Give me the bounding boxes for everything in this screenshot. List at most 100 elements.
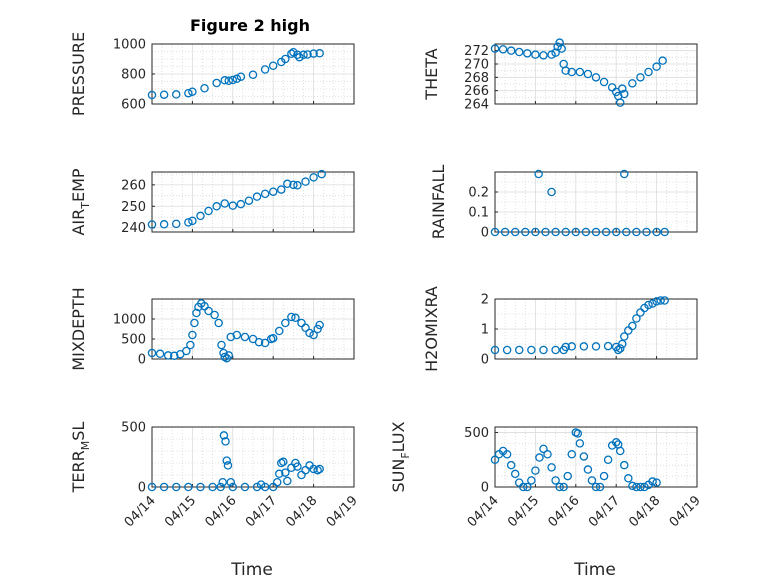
data-point [521,227,530,237]
data-point [642,227,651,237]
data-point [218,477,227,487]
subplot-pressure: 600 800 1000 PRESSURE [69,32,355,116]
data-point [184,88,193,98]
data-point [260,482,270,492]
data-point [591,73,601,82]
data-point [644,67,653,77]
ytick-label: 240 [121,221,146,236]
axes-box [494,171,698,233]
data-point [204,206,213,216]
data-point [220,199,229,208]
data-point [632,482,641,492]
data-point [299,50,308,60]
ytick-label: 2 [481,293,489,308]
data-point [281,468,290,477]
ytick-label: 268 [464,71,489,86]
axes-box [494,298,698,360]
data-point [159,482,169,492]
data-point [188,330,197,340]
ytick-label: 266 [464,84,489,99]
data-point [277,185,286,194]
data-point [210,310,219,320]
data-point [219,431,229,440]
data-point [527,345,536,355]
data-point [551,227,560,237]
data-point [281,318,290,328]
ytick-label: 270 [464,58,489,73]
ytick-label: 500 [121,421,146,436]
data-point [583,69,593,79]
data-point [632,227,641,237]
data-point [224,76,234,86]
data-point [200,84,209,93]
axes-box [494,43,698,105]
data-point [599,471,609,481]
data-point [660,296,669,305]
data-point [591,342,601,351]
data-point [561,342,570,352]
ylabel-rainfall: RAINFALL [429,165,448,240]
data-point [228,482,238,492]
data-point [611,227,621,237]
data-point [490,345,500,355]
ytick-label: 500 [121,333,146,348]
data-point [279,457,288,467]
data-point [252,192,262,201]
data-point [272,477,282,487]
data-point [163,351,173,360]
data-point [490,455,500,464]
ytick-label: 250 [121,200,146,215]
ylabel-terr-msl: TERRMSL [69,422,92,494]
axes-3: 0 0.1 0.2 [468,169,698,241]
ylabel-h2omixra: H2OMIXRA [422,286,441,372]
data-point [615,98,625,107]
ytick-label: 500 [464,426,489,441]
data-point [281,54,290,64]
ytick-label: 1000 [113,38,146,53]
data-point [184,482,193,492]
data-point [188,216,197,226]
data-point [228,201,238,210]
data-point [506,46,516,55]
data-point [648,477,657,486]
data-point [317,169,326,179]
ylabel-pressure: PRESSURE [69,32,88,116]
data-point [534,169,543,179]
data-point [555,482,564,492]
subplot-mixdepth: 0 500 1000 MIXDEPTH [69,287,355,371]
data-point [196,482,205,492]
data-point [220,76,229,85]
data-point [309,330,318,340]
data-point [595,482,605,492]
data-point [147,482,157,492]
data-point [519,482,528,492]
data-point [226,477,236,487]
ytick-label: 264 [464,98,489,113]
xlabel-left: Time [230,560,273,580]
data-point [260,338,270,348]
data-point [498,45,508,54]
data-point [561,227,570,237]
data-point [216,482,225,492]
ylabel-air-temp: AIRTEMP [69,168,92,235]
data-point [611,438,621,447]
data-point [561,66,570,75]
data-point [283,179,292,189]
data-point [567,342,577,351]
data-point [567,450,577,459]
data-point [171,90,181,99]
data-point [587,476,597,485]
data-point [208,482,217,492]
data-point [506,460,516,470]
data-point [147,348,157,358]
axes-box [151,298,355,360]
data-point [618,84,627,93]
data-point [287,312,296,322]
data-point [575,439,585,448]
xlabel-right: Time [573,560,616,580]
data-point [232,74,242,84]
data-point [636,73,645,82]
data-point [620,460,629,470]
